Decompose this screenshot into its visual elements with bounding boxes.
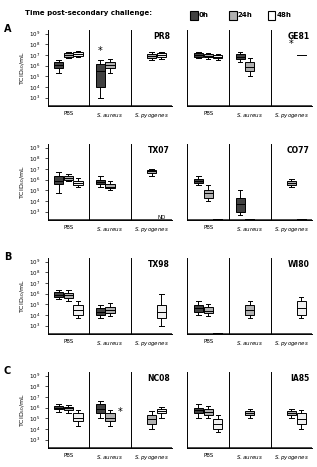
Text: ND: ND <box>157 215 165 220</box>
Bar <box>297 301 306 315</box>
Text: A: A <box>4 24 11 34</box>
Y-axis label: TCID$_{50}$/mL: TCID$_{50}$/mL <box>18 393 27 427</box>
Y-axis label: TCID$_{50}$/mL: TCID$_{50}$/mL <box>18 165 27 199</box>
Bar <box>64 177 73 179</box>
Text: NC08: NC08 <box>147 374 170 383</box>
Bar <box>236 54 245 59</box>
Bar <box>213 55 223 58</box>
Y-axis label: TCID$_{50}$/mL: TCID$_{50}$/mL <box>18 279 27 313</box>
Bar <box>204 409 213 415</box>
Y-axis label: TCID$_{50}$/mL: TCID$_{50}$/mL <box>18 51 27 85</box>
Bar <box>194 408 203 413</box>
Text: B: B <box>4 252 11 262</box>
Bar <box>147 415 156 424</box>
Bar <box>157 53 166 57</box>
Bar <box>74 52 83 56</box>
Text: *: * <box>117 407 122 417</box>
Bar <box>204 54 213 57</box>
Bar <box>245 305 255 315</box>
Bar <box>64 53 73 57</box>
Bar <box>54 177 63 184</box>
Bar <box>157 305 166 318</box>
Bar <box>204 307 213 313</box>
Bar <box>96 404 105 413</box>
Bar <box>287 181 296 185</box>
Bar <box>236 198 245 212</box>
Bar <box>105 413 114 421</box>
Bar <box>297 413 306 424</box>
Text: IA85: IA85 <box>290 374 310 383</box>
Text: *: * <box>98 46 103 56</box>
Text: GE81: GE81 <box>288 32 310 41</box>
Bar <box>64 407 73 410</box>
Bar <box>96 309 105 315</box>
Bar <box>96 179 105 184</box>
Bar <box>64 293 73 298</box>
Bar <box>147 170 156 173</box>
Text: TX07: TX07 <box>148 146 170 155</box>
Bar <box>245 411 255 415</box>
Text: WI80: WI80 <box>288 260 310 269</box>
Text: 24h: 24h <box>238 13 253 18</box>
Bar <box>54 63 63 68</box>
Bar <box>54 292 63 297</box>
Text: TX98: TX98 <box>148 260 170 269</box>
Bar <box>105 306 114 313</box>
Bar <box>74 413 83 421</box>
Text: 0h: 0h <box>199 13 209 18</box>
Text: PR8: PR8 <box>153 32 170 41</box>
Bar <box>194 305 203 311</box>
Bar <box>194 179 203 183</box>
Bar <box>105 63 114 68</box>
Text: 48h: 48h <box>276 13 291 18</box>
Bar <box>194 53 203 57</box>
Text: Time post-secondary challenge:: Time post-secondary challenge: <box>25 10 152 16</box>
Bar <box>245 63 255 71</box>
Text: CO77: CO77 <box>287 146 310 155</box>
Bar <box>147 54 156 58</box>
Bar <box>96 64 105 87</box>
Text: C: C <box>4 366 11 376</box>
Bar <box>74 181 83 185</box>
Bar <box>204 190 213 198</box>
Bar <box>74 305 83 315</box>
Bar <box>105 184 114 188</box>
Bar <box>287 411 296 415</box>
Bar <box>157 409 166 413</box>
Bar <box>213 419 223 429</box>
Text: *: * <box>289 39 294 49</box>
Bar <box>54 406 63 409</box>
